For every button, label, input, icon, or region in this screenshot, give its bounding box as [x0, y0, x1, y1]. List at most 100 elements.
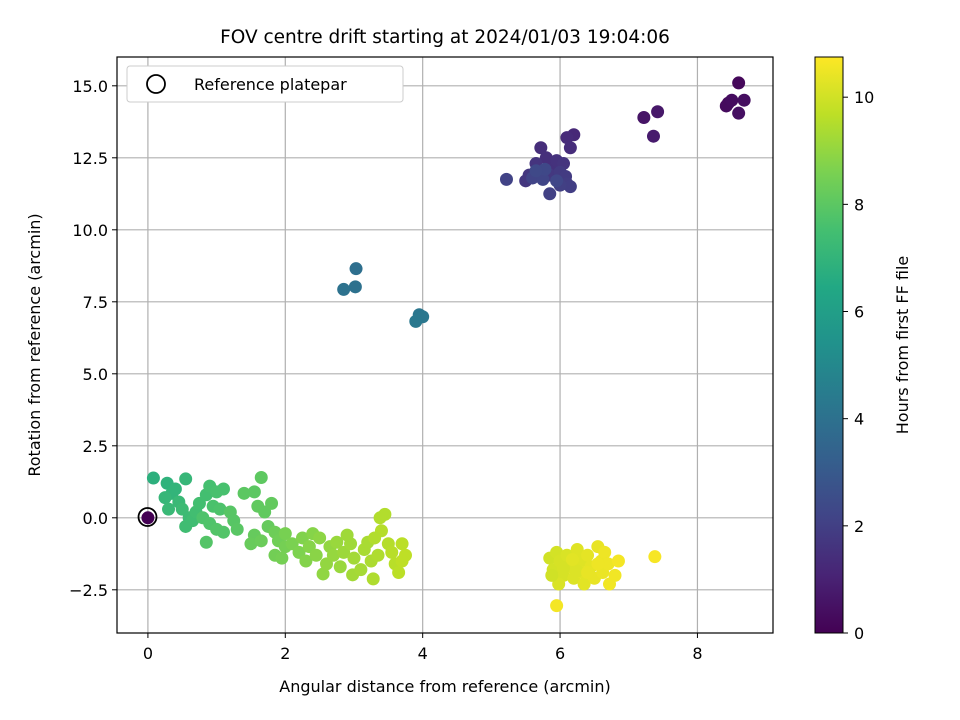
data-point	[395, 554, 409, 568]
colorbar-label: Hours from first FF file	[893, 256, 912, 435]
x-tick-label: 2	[280, 644, 290, 663]
colorbar-tick-label: 4	[854, 410, 864, 429]
colorbar-ticks: 0 2 4 6 8 10	[843, 88, 874, 643]
data-point	[550, 174, 564, 188]
data-point	[247, 485, 261, 499]
reference-platepar-marker	[137, 507, 158, 527]
data-point	[299, 554, 313, 568]
x-axis-label: Angular distance from reference (arcmin)	[279, 677, 610, 696]
data-point	[216, 525, 230, 539]
data-point	[265, 496, 279, 510]
data-point	[608, 568, 622, 582]
plot-frame	[116, 56, 774, 634]
y-tick-label: 5.0	[83, 365, 108, 384]
data-point	[409, 314, 423, 328]
data-point	[244, 537, 258, 551]
colorbar: 0 2 4 6 8 10 Hours from first FF file	[814, 56, 912, 643]
data-point	[591, 557, 605, 571]
y-tick-label: 2.5	[83, 437, 108, 456]
data-point	[737, 93, 751, 107]
x-tick-label: 0	[143, 644, 153, 663]
data-point	[560, 131, 574, 145]
data-point	[378, 507, 392, 521]
data-point	[637, 110, 651, 124]
data-point	[651, 105, 665, 119]
data-point	[199, 535, 213, 549]
data-point	[392, 566, 406, 580]
colorbar-tick-label: 8	[854, 195, 864, 214]
data-point	[565, 553, 579, 567]
data-point	[347, 551, 361, 565]
x-axis-ticks: 0 2 4 6 8	[143, 633, 703, 663]
data-point	[534, 141, 548, 155]
data-point	[611, 554, 625, 568]
x-tick-label: 8	[692, 644, 702, 663]
data-point	[368, 531, 382, 545]
y-axis-ticks: −2.5 0.0 2.5 5.0 7.5 10.0 12.5 15.0	[69, 77, 117, 600]
data-point	[563, 180, 577, 194]
data-point	[313, 531, 327, 545]
colorbar-tick-label: 2	[854, 517, 864, 536]
data-point	[646, 129, 660, 143]
data-point	[371, 548, 385, 562]
y-tick-label: 12.5	[72, 149, 108, 168]
data-point	[330, 535, 344, 549]
data-point	[275, 551, 289, 565]
data-point	[550, 599, 564, 613]
data-point	[348, 280, 362, 294]
data-point	[499, 172, 513, 186]
data-point	[570, 564, 584, 578]
grid-lines	[117, 57, 773, 633]
data-point	[278, 527, 292, 541]
colorbar-gradient	[814, 56, 844, 634]
data-point	[598, 545, 612, 559]
data-point	[529, 164, 543, 178]
data-point	[577, 577, 591, 591]
data-point	[146, 471, 160, 485]
colorbar-tick-label: 10	[854, 88, 874, 107]
legend-reference-icon	[146, 74, 166, 94]
data-point	[254, 534, 268, 548]
data-point	[179, 472, 193, 486]
x-tick-label: 6	[555, 644, 565, 663]
legend: Reference platepar	[126, 65, 404, 103]
x-tick-label: 4	[418, 644, 428, 663]
data-point	[216, 482, 230, 496]
data-point	[230, 522, 244, 536]
data-point	[237, 486, 251, 500]
data-point	[354, 563, 368, 577]
reference-point	[141, 511, 155, 525]
data-point	[337, 282, 351, 296]
data-point	[158, 491, 172, 505]
y-tick-label: 15.0	[72, 77, 108, 96]
y-tick-label: 0.0	[83, 509, 108, 528]
legend-reference-label: Reference platepar	[194, 75, 347, 94]
data-point	[556, 561, 570, 575]
data-points	[141, 76, 751, 613]
data-point	[333, 560, 347, 574]
data-point	[581, 548, 595, 562]
data-point	[385, 545, 399, 559]
data-point	[539, 151, 553, 165]
data-point	[340, 528, 354, 542]
chart-title: FOV centre drift starting at 2024/01/03 …	[220, 27, 670, 48]
data-point	[545, 568, 559, 582]
colorbar-tick-label: 6	[854, 303, 864, 322]
data-point	[213, 502, 227, 516]
data-point	[316, 567, 330, 581]
data-point	[349, 262, 363, 276]
y-tick-label: 10.0	[72, 221, 108, 240]
y-tick-label: −2.5	[69, 581, 108, 600]
data-point	[581, 566, 595, 580]
data-point	[725, 93, 739, 107]
data-point	[309, 548, 323, 562]
data-point	[543, 187, 557, 201]
data-point	[570, 542, 584, 556]
data-point	[563, 141, 577, 155]
data-point	[162, 502, 176, 516]
data-point	[395, 537, 409, 551]
data-point	[732, 106, 746, 120]
y-axis-label: Rotation from reference (arcmin)	[25, 213, 44, 476]
data-point	[366, 572, 380, 586]
